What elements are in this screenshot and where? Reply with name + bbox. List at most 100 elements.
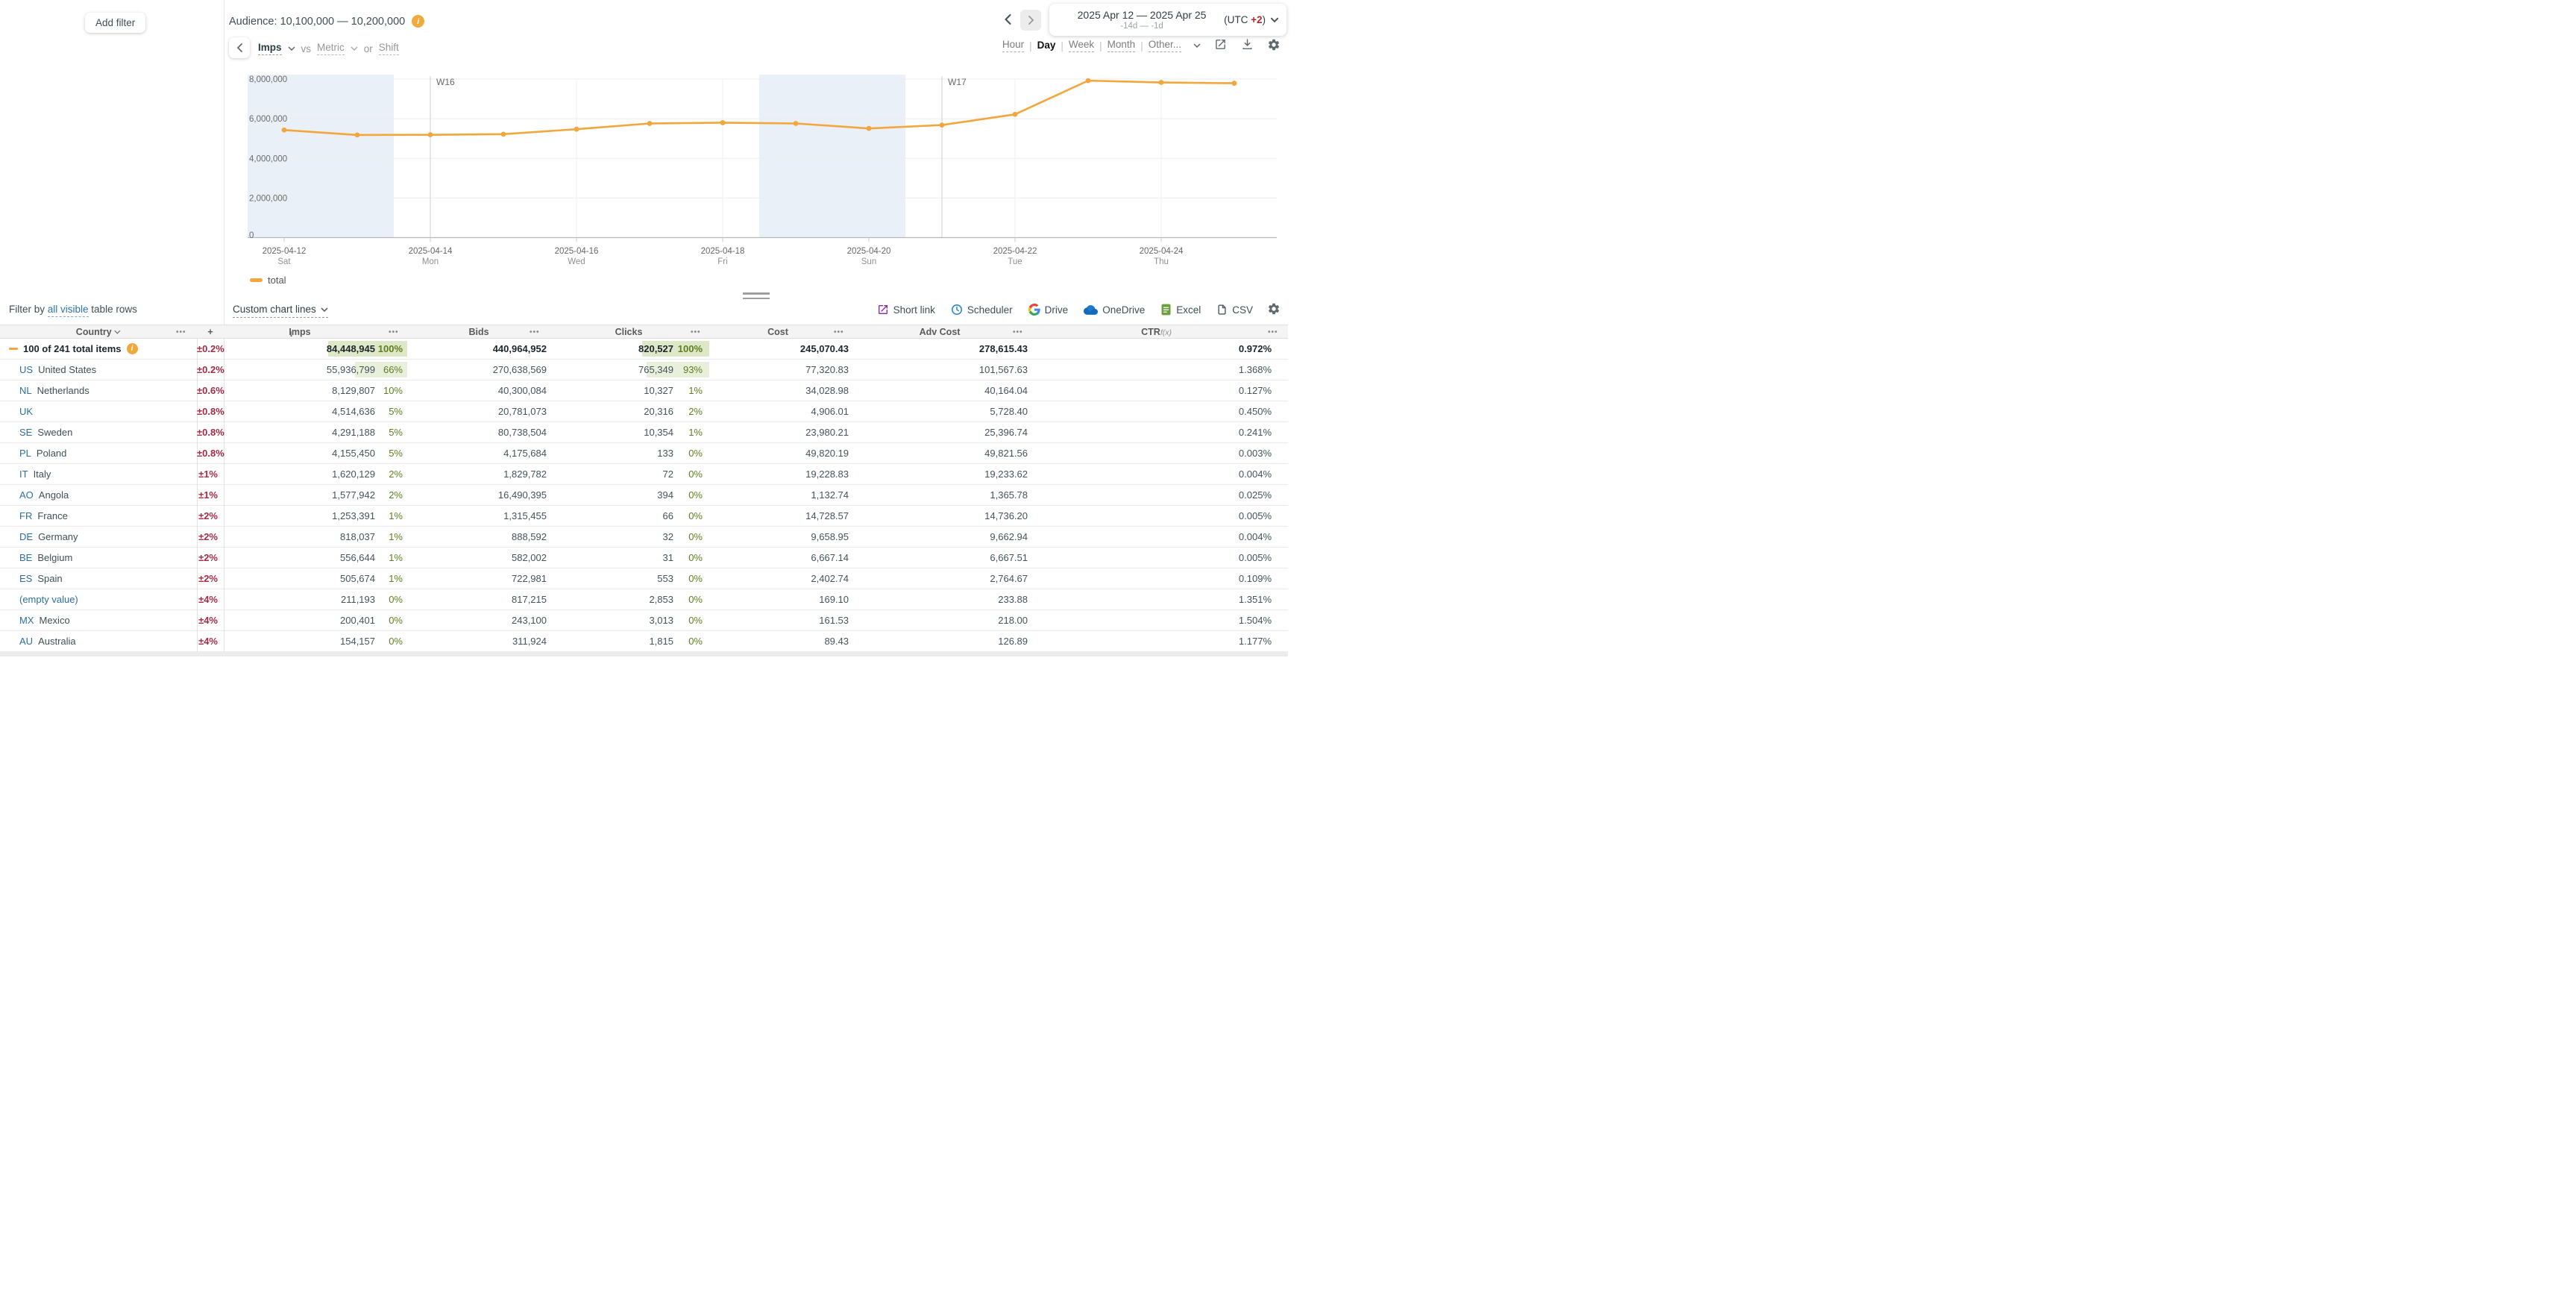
chart-settings-button[interactable] <box>1266 38 1281 53</box>
cell-adv-cost: 5,728.40 <box>990 406 1028 417</box>
cell-clicks-pct: 2% <box>688 406 703 417</box>
table-total-row[interactable]: 100 of 241 total items i ±0.2% 84,448,945 10… <box>0 339 1288 360</box>
column-header-bids[interactable]: Bids <box>468 327 489 337</box>
table-row[interactable]: US United States ±0.2% 55,936,799 66% 270,638… <box>0 360 1288 380</box>
next-period-button[interactable] <box>1020 10 1041 31</box>
download-button[interactable] <box>1240 38 1254 53</box>
prev-period-button[interactable] <box>999 12 1016 28</box>
cell-sampling-error: ±1% <box>198 469 218 480</box>
table-row[interactable]: ES Spain ±2% 505,674 1% 722,981 553 0% 2,402.74 2… <box>0 568 1288 589</box>
column-header-country[interactable]: Country <box>76 327 121 337</box>
cell-sampling-error: ±2% <box>198 552 218 563</box>
open-external-button[interactable] <box>1213 38 1228 53</box>
granularity-hour[interactable]: Hour <box>1002 39 1025 52</box>
country-code: AU <box>19 636 34 647</box>
granularity-other[interactable]: Other... <box>1148 39 1181 52</box>
cell-adv-cost: 278,615.43 <box>978 343 1028 354</box>
cell-sampling-error: ±0.8% <box>197 406 224 417</box>
table-row[interactable]: UK ±0.8% 4,514,636 5% 20,781,073 20,316 2% 4,90… <box>0 401 1288 422</box>
cell-clicks: 394 <box>657 489 673 501</box>
cell-sampling-error: ±2% <box>198 510 218 521</box>
csv-icon <box>1216 304 1228 316</box>
cell-bids: 40,300,084 <box>497 385 547 396</box>
column-header-cost[interactable]: Cost <box>767 327 788 337</box>
cell-cost: 4,906.01 <box>811 406 849 417</box>
export-scheduler[interactable]: Scheduler <box>951 304 1013 316</box>
cell-bids: 440,964,952 <box>492 343 547 354</box>
cell-clicks: 10,327 <box>644 385 673 396</box>
cell-adv-cost: 233.88 <box>998 594 1028 605</box>
info-icon[interactable]: i <box>412 15 425 28</box>
export-excel[interactable]: Excel <box>1160 304 1201 316</box>
cell-imps-pct: 5% <box>389 406 403 417</box>
export-onedrive[interactable]: OneDrive <box>1084 304 1145 316</box>
cell-imps-pct: 5% <box>389 448 403 459</box>
cell-sampling-error: ±0.2% <box>197 364 224 375</box>
all-visible-link[interactable]: all visible <box>47 304 89 317</box>
info-icon[interactable]: i <box>126 343 138 354</box>
table-row[interactable]: IT Italy ±1% 1,620,129 2% 1,829,782 72 0% 19,228… <box>0 464 1288 485</box>
gear-icon <box>1268 39 1280 51</box>
table-row[interactable]: SE Sweden ±0.8% 4,291,188 5% 80,738,504 10,354… <box>0 422 1288 443</box>
column-header-imps[interactable]: ↓ Imps <box>289 327 311 339</box>
cell-cost: 1,132.74 <box>811 489 849 501</box>
export-csv[interactable]: CSV <box>1216 304 1253 316</box>
metric-selector[interactable]: Imps <box>258 42 282 55</box>
table-row[interactable]: NL Netherlands ±0.6% 8,129,807 10% 40,300,084… <box>0 380 1288 401</box>
table-row[interactable]: FR France ±2% 1,253,391 1% 1,315,455 66 0% 14,72… <box>0 506 1288 527</box>
cell-country: MX Mexico <box>0 615 197 626</box>
table-settings-button[interactable] <box>1266 302 1281 317</box>
table-row[interactable]: MX Mexico ±4% 200,401 0% 243,100 3,013 0% 161.53… <box>0 610 1288 631</box>
imps-line-chart[interactable]: W16 W17 0 2,000,000 4,000,000 6,000,000 8,000,… <box>224 66 1288 298</box>
svg-text:Fri: Fri <box>717 257 727 266</box>
cell-imps-pct: 1% <box>389 573 403 584</box>
date-range-display: 2025 Apr 12 — 2025 Apr 25 -14d — -1d <box>1060 9 1224 31</box>
country-name: Spain <box>37 573 63 584</box>
granularity-day[interactable]: Day <box>1037 39 1056 51</box>
resize-handle[interactable] <box>743 292 770 302</box>
chevron-down-icon[interactable] <box>1193 43 1201 48</box>
table-row[interactable]: AO Angola ±1% 1,577,942 2% 16,490,395 394 0% 1,1… <box>0 485 1288 506</box>
country-code: MX <box>19 615 34 626</box>
svg-text:Thu: Thu <box>1154 257 1169 266</box>
svg-text:W16: W16 <box>436 77 455 87</box>
cell-ctr: 0.005% <box>1238 510 1272 521</box>
shift-selector[interactable]: Shift <box>378 42 399 55</box>
table-row[interactable]: (empty value) ±4% 211,193 0% 817,215 2,853 0% 1… <box>0 589 1288 610</box>
legend-item-total[interactable]: total <box>250 275 286 286</box>
collapse-chart-button[interactable] <box>229 37 250 58</box>
cell-bids: 16,490,395 <box>497 489 547 501</box>
country-code: SE <box>19 427 33 438</box>
add-filter-button[interactable]: Add filter <box>85 13 146 33</box>
cell-bids: 722,981 <box>512 573 547 584</box>
table-row[interactable]: AU Australia ±4% 154,157 0% 311,924 1,815 0% 89.… <box>0 631 1288 652</box>
column-header-clicks[interactable]: Clicks <box>615 327 643 337</box>
add-column-button[interactable]: + <box>207 327 213 337</box>
table-row[interactable]: DE Germany ±2% 818,037 1% 888,592 32 0% 9,658.95… <box>0 527 1288 548</box>
separator: | <box>1061 40 1064 51</box>
date-range-picker[interactable]: 2025 Apr 12 — 2025 Apr 25 -14d — -1d (UT… <box>1049 4 1287 36</box>
custom-chart-lines-dropdown[interactable]: Custom chart lines <box>233 304 328 318</box>
chevron-down-icon <box>1270 17 1279 22</box>
imps-share-bar <box>328 341 407 357</box>
column-header-ctr[interactable]: CTR f(x) <box>1141 327 1172 337</box>
cell-bids: 243,100 <box>512 615 547 626</box>
cell-bids: 20,781,073 <box>497 406 547 417</box>
metric-controls: Imps vs Metric or Shift <box>258 42 399 55</box>
cell-country: BE Belgium <box>0 552 197 563</box>
compare-metric-selector[interactable]: Metric <box>317 42 345 55</box>
export-drive[interactable]: Drive <box>1028 304 1068 316</box>
table-row[interactable]: BE Belgium ±2% 556,644 1% 582,002 31 0% 6,667.14… <box>0 548 1288 568</box>
cell-bids: 311,924 <box>512 636 547 647</box>
export-short-link[interactable]: Short link <box>877 304 935 316</box>
cell-cost: 89.43 <box>824 636 849 647</box>
granularity-week[interactable]: Week <box>1068 39 1095 52</box>
cell-imps-pct: 1% <box>389 552 403 563</box>
table-row[interactable]: PL Poland ±0.8% 4,155,450 5% 4,175,684 133 0% 49… <box>0 443 1288 464</box>
cell-adv-cost: 9,662.94 <box>990 531 1028 542</box>
column-header-adv-cost[interactable]: Adv Cost <box>919 327 961 337</box>
cell-imps: 505,674 <box>340 573 375 584</box>
cell-adv-cost: 40,164.04 <box>984 385 1028 396</box>
granularity-month[interactable]: Month <box>1107 39 1136 52</box>
or-label: or <box>363 43 373 54</box>
